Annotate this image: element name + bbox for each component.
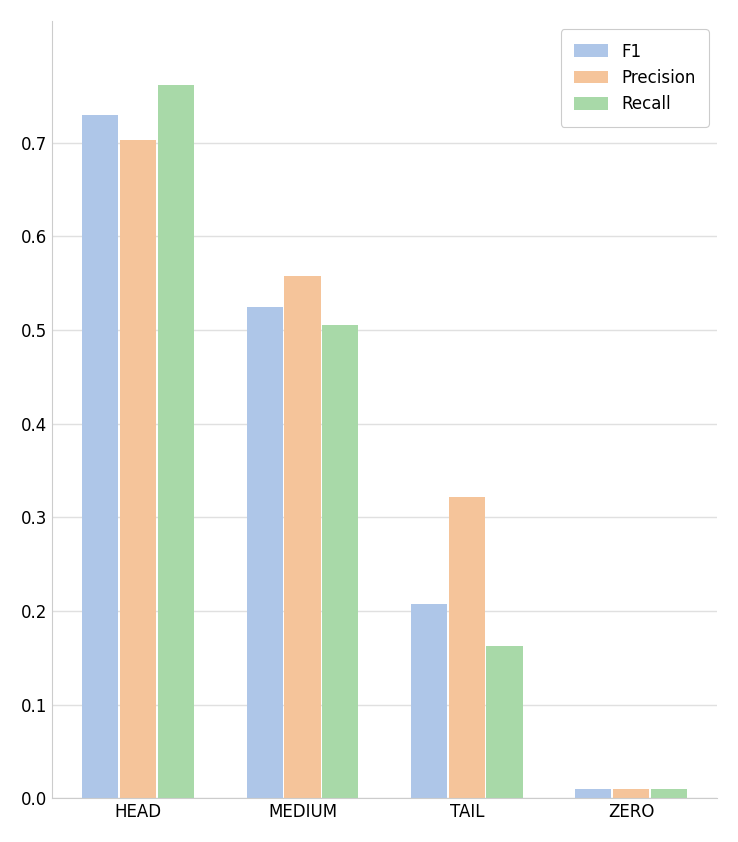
Bar <box>284 275 320 798</box>
Bar <box>651 789 687 798</box>
Bar <box>411 605 447 798</box>
Bar <box>83 115 118 798</box>
Bar <box>246 306 283 798</box>
Bar <box>486 646 523 798</box>
Bar <box>158 84 194 798</box>
Legend: F1, Precision, Recall: F1, Precision, Recall <box>561 29 708 126</box>
Bar <box>449 497 485 798</box>
Bar <box>575 789 611 798</box>
Bar <box>613 789 649 798</box>
Bar <box>120 140 156 798</box>
Bar <box>323 325 359 798</box>
